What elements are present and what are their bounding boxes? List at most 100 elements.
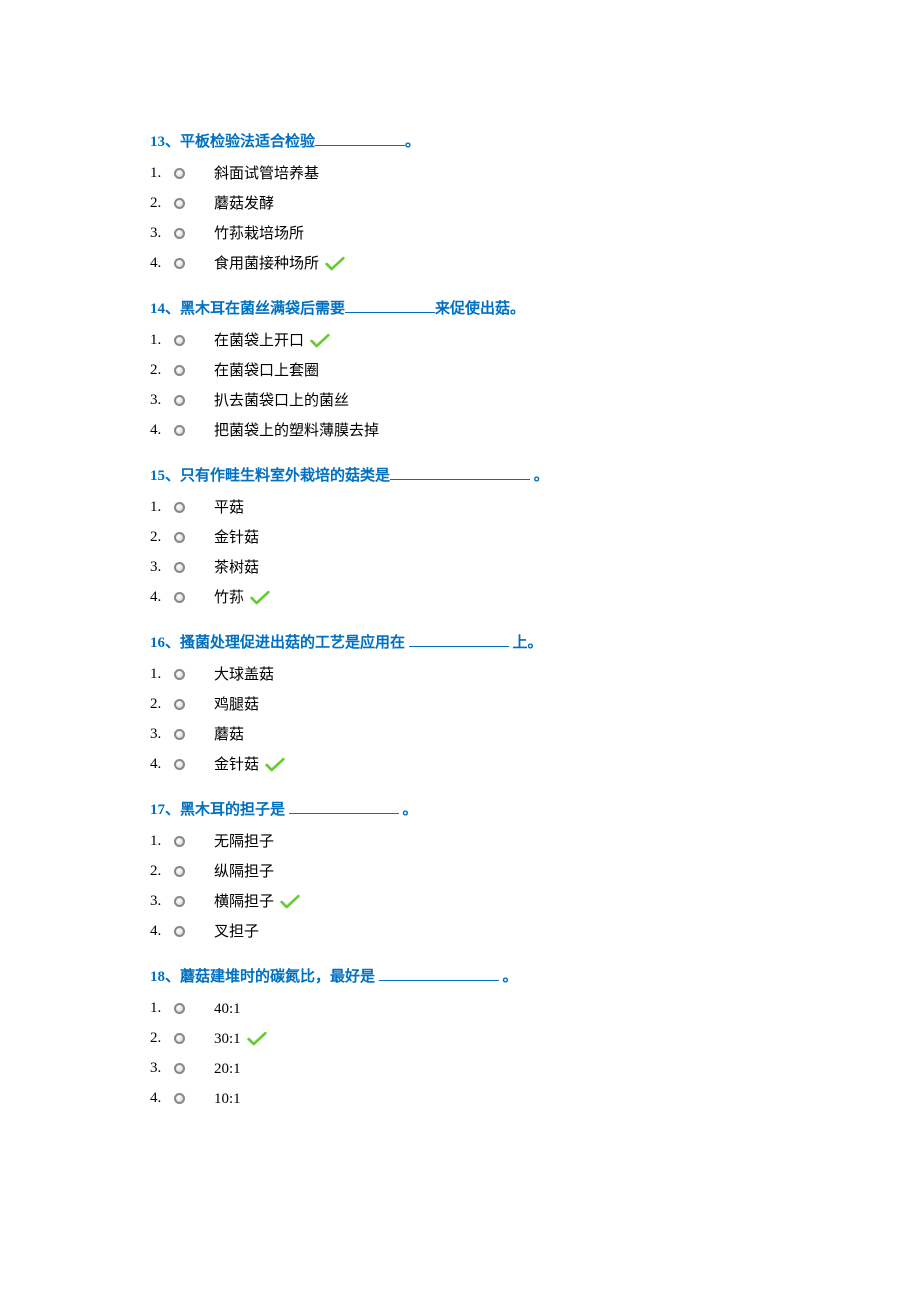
question-18: 18、蘑菇建堆时的碳氮比，最好是 。1.40:12.30:13.20:14.10…	[150, 965, 770, 1110]
radio-icon[interactable]	[174, 168, 185, 179]
option-row: 1. 在菌袋上开口	[150, 328, 770, 352]
option-row: 1.40:1	[150, 996, 770, 1020]
option-text: 茶树菇	[214, 556, 259, 579]
option-number: 3.	[150, 1058, 174, 1079]
option-number: 3.	[150, 557, 174, 578]
radio-cell	[174, 424, 214, 436]
option-number: 4.	[150, 587, 174, 608]
correct-check-icon	[250, 590, 270, 606]
radio-icon[interactable]	[174, 365, 185, 376]
option-text-label: 叉担子	[214, 924, 259, 940]
radio-icon[interactable]	[174, 335, 185, 346]
radio-cell	[174, 698, 214, 710]
radio-icon[interactable]	[174, 592, 185, 603]
question-title-suffix: 。	[499, 969, 518, 985]
radio-cell	[174, 257, 214, 269]
option-text-label: 金针菇	[214, 530, 259, 546]
question-title: 14、黑木耳在菌丝满袋后需要来促使出菇。	[150, 297, 770, 320]
option-row: 4. 食用菌接种场所	[150, 251, 770, 275]
radio-icon[interactable]	[174, 258, 185, 269]
option-number: 4.	[150, 420, 174, 441]
option-text: 把菌袋上的塑料薄膜去掉	[214, 419, 379, 442]
option-row: 4. 金针菇	[150, 752, 770, 776]
radio-cell	[174, 167, 214, 179]
radio-icon[interactable]	[174, 759, 185, 770]
option-row: 2. 鸡腿菇	[150, 692, 770, 716]
option-text-label: 金针菇	[214, 757, 259, 773]
option-text-label: 在菌袋上开口	[214, 333, 304, 349]
radio-cell	[174, 895, 214, 907]
question-title-prefix: 16、搔菌处理促进出菇的工艺是应用在	[150, 635, 409, 651]
radio-icon[interactable]	[174, 562, 185, 573]
radio-icon[interactable]	[174, 502, 185, 513]
option-text-label: 茶树菇	[214, 560, 259, 576]
radio-icon[interactable]	[174, 395, 185, 406]
option-text-label: 鸡腿菇	[214, 697, 259, 713]
option-text: 金针菇	[214, 526, 259, 549]
option-row: 2.30:1	[150, 1026, 770, 1050]
option-number: 4.	[150, 754, 174, 775]
option-text: 蘑菇发酵	[214, 192, 274, 215]
radio-icon[interactable]	[174, 699, 185, 710]
radio-icon[interactable]	[174, 866, 185, 877]
option-number: 3.	[150, 223, 174, 244]
options-list: 1.在菌袋上开口2.在菌袋口上套圈3.扒去菌袋口上的菌丝4.把菌袋上的塑料薄膜去…	[150, 328, 770, 442]
option-number: 1.	[150, 497, 174, 518]
question-title-prefix: 13、平板检验法适合检验	[150, 134, 315, 150]
radio-icon[interactable]	[174, 198, 185, 209]
radio-icon[interactable]	[174, 1033, 185, 1044]
radio-cell	[174, 835, 214, 847]
question-title-suffix: 。	[399, 802, 418, 818]
radio-cell	[174, 1062, 214, 1074]
radio-icon[interactable]	[174, 532, 185, 543]
radio-cell	[174, 394, 214, 406]
option-text-label: 蘑菇发酵	[214, 196, 274, 212]
option-text: 鸡腿菇	[214, 693, 259, 716]
option-number: 3.	[150, 724, 174, 745]
radio-icon[interactable]	[174, 729, 185, 740]
option-text-label: 10:1	[214, 1091, 241, 1107]
option-row: 1.大球盖菇	[150, 662, 770, 686]
question-title: 16、搔菌处理促进出菇的工艺是应用在 上。	[150, 631, 770, 654]
quiz-content: 13、平板检验法适合检验。1.斜面试管培养基2.蘑菇发酵3.竹荪栽培场所4.食用…	[150, 130, 770, 1110]
option-text-label: 食用菌接种场所	[214, 256, 319, 272]
option-text: 金针菇	[214, 753, 285, 776]
option-number: 2.	[150, 694, 174, 715]
question-title-prefix: 17、黑木耳的担子是	[150, 802, 289, 818]
radio-cell	[174, 227, 214, 239]
options-list: 1.斜面试管培养基2.蘑菇发酵3.竹荪栽培场所4.食用菌接种场所	[150, 161, 770, 275]
radio-icon[interactable]	[174, 669, 185, 680]
radio-icon[interactable]	[174, 1093, 185, 1104]
option-text-label: 把菌袋上的塑料薄膜去掉	[214, 423, 379, 439]
option-text-label: 20:1	[214, 1061, 241, 1077]
correct-check-icon	[310, 333, 330, 349]
option-row: 3. 20:1	[150, 1056, 770, 1080]
radio-icon[interactable]	[174, 926, 185, 937]
option-number: 1.	[150, 330, 174, 351]
option-row: 3.扒去菌袋口上的菌丝	[150, 388, 770, 412]
option-number: 1.	[150, 831, 174, 852]
radio-icon[interactable]	[174, 425, 185, 436]
radio-icon[interactable]	[174, 228, 185, 239]
correct-check-icon	[280, 894, 300, 910]
option-number: 2.	[150, 193, 174, 214]
radio-icon[interactable]	[174, 896, 185, 907]
blank-underline	[345, 297, 435, 313]
option-text: 20:1	[214, 1057, 241, 1080]
option-text-label: 竹荪栽培场所	[214, 226, 304, 242]
correct-check-icon	[265, 757, 285, 773]
option-row: 4.竹荪	[150, 585, 770, 609]
radio-cell	[174, 925, 214, 937]
option-text: 纵隔担子	[214, 860, 274, 883]
option-text: 平菇	[214, 496, 244, 519]
radio-cell	[174, 668, 214, 680]
option-number: 4.	[150, 253, 174, 274]
radio-icon[interactable]	[174, 1003, 185, 1014]
option-text: 蘑菇	[214, 723, 244, 746]
option-text: 在菌袋上开口	[214, 329, 330, 352]
option-text: 10:1	[214, 1087, 241, 1110]
radio-icon[interactable]	[174, 836, 185, 847]
option-number: 1.	[150, 998, 174, 1019]
option-text-label: 纵隔担子	[214, 864, 274, 880]
radio-icon[interactable]	[174, 1063, 185, 1074]
